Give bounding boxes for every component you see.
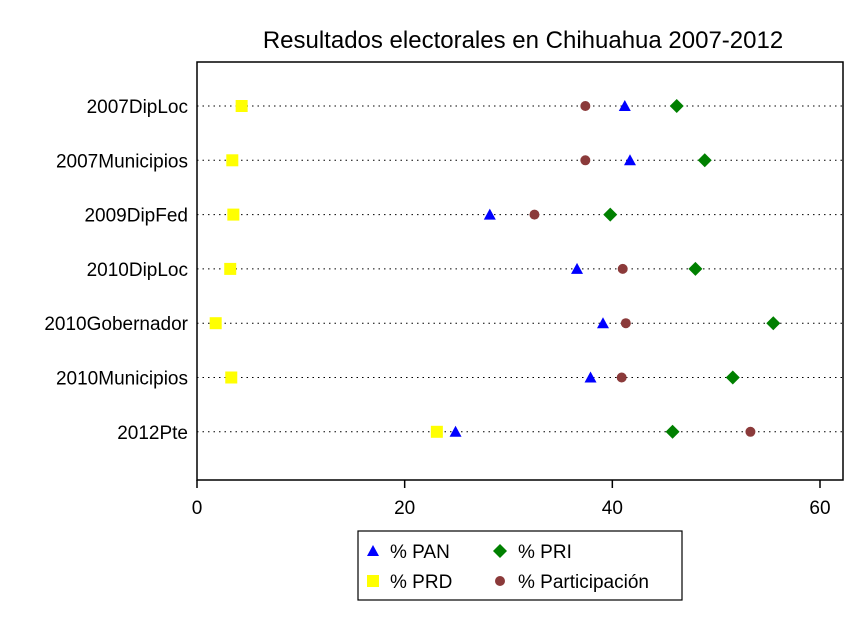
point-participacion [616, 372, 627, 383]
point-pan [623, 154, 636, 166]
point-pan [449, 425, 462, 437]
point-pan [596, 317, 609, 329]
point-pan [571, 262, 584, 274]
legend-label: % Participación [518, 572, 649, 593]
data-marks [209, 99, 781, 439]
point-pan [483, 208, 496, 220]
point-prd [227, 208, 240, 221]
legend-marker [495, 576, 505, 586]
legend-label: % PRI [518, 542, 572, 563]
x-tick-label: 0 [192, 498, 203, 519]
chart-title: Resultados electorales en Chihuahua 2007… [263, 27, 783, 54]
point-participacion [617, 263, 628, 274]
point-pri [766, 316, 781, 331]
point-prd [235, 100, 248, 112]
point-participacion [620, 318, 631, 329]
point-prd [224, 262, 237, 275]
legend-box [357, 530, 683, 601]
legend: % PAN % PRI % PRD % Participación [357, 530, 683, 601]
x-axis: 0 20 40 60 [192, 480, 831, 519]
point-pri [669, 99, 684, 113]
category-label: 2009DipFed [84, 206, 188, 227]
legend-label: % PRD [390, 572, 452, 593]
point-participacion [580, 155, 591, 166]
category-labels: 2007DipLoc 2007Municipios 2009DipFed 2010Di… [44, 97, 188, 444]
category-label: 2010DipLoc [87, 260, 188, 281]
point-prd [225, 371, 238, 384]
legend-marker [493, 544, 507, 558]
point-pan [618, 100, 631, 111]
point-pri [688, 261, 703, 276]
point-pri [603, 207, 618, 222]
point-participacion [529, 209, 540, 220]
grid-layer [197, 105, 843, 433]
point-prd [430, 425, 443, 438]
category-label: 2007DipLoc [87, 97, 188, 118]
x-tick-label: 20 [394, 498, 415, 519]
category-label: 2012Pte [117, 423, 188, 444]
point-participacion [745, 426, 756, 437]
point-pri [697, 153, 712, 168]
legend-marker [367, 545, 379, 556]
x-tick-label: 60 [809, 498, 830, 519]
point-pri [665, 424, 680, 439]
x-tick-label: 40 [602, 498, 623, 519]
category-label: 2010Municipios [56, 369, 188, 390]
category-label: 2010Gobernador [44, 314, 188, 335]
point-prd [226, 154, 239, 167]
point-prd [209, 317, 222, 330]
point-pri [725, 370, 740, 385]
point-pan [584, 371, 597, 383]
category-label: 2007Municipios [56, 151, 188, 172]
legend-marker [367, 575, 379, 587]
legend-label: % PAN [390, 542, 450, 563]
plot-area [196, 61, 844, 481]
point-participacion [580, 101, 591, 111]
